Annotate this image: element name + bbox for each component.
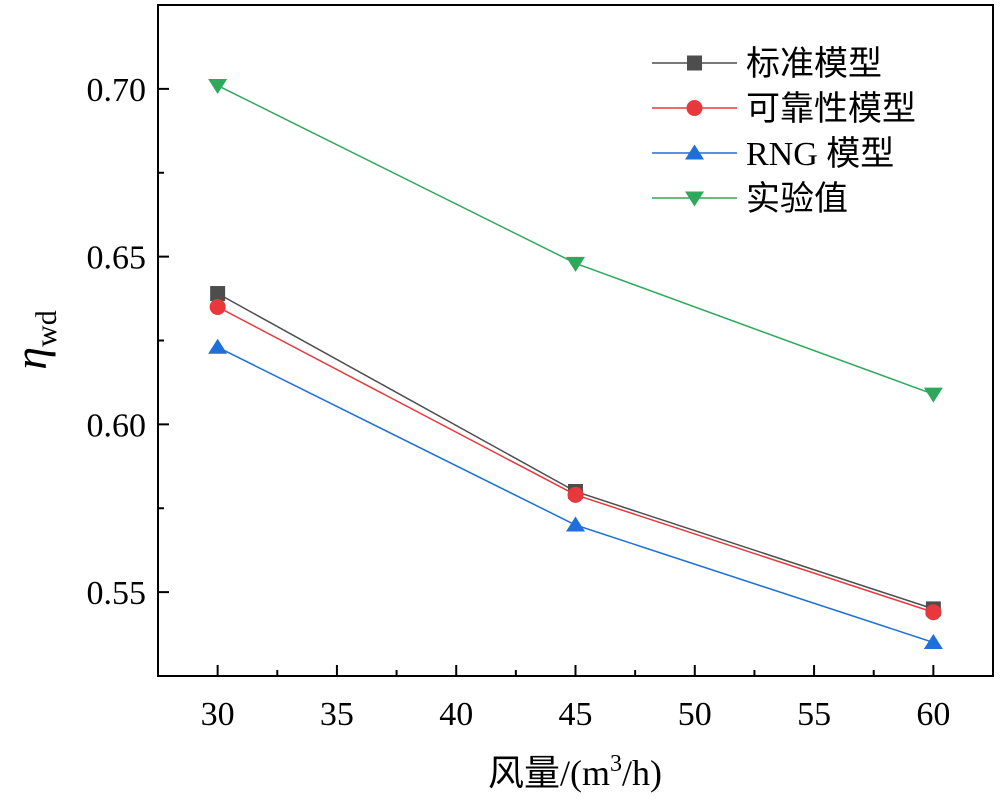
y-tick-label: 0.60 — [87, 407, 147, 444]
data-point — [567, 486, 584, 503]
legend-item: 标准模型 — [652, 45, 882, 83]
series-2 — [209, 298, 942, 621]
legend-label: 标准模型 — [746, 45, 882, 83]
x-axis-title-prefix: 风量/(m — [488, 753, 610, 793]
axes: 30 35 40 45 50 55 60 0.55 0.60 0.65 0.70 — [87, 4, 994, 733]
data-point — [210, 286, 226, 302]
y-tick-label: 0.65 — [87, 240, 147, 277]
data-point — [923, 633, 943, 649]
legend-label: RNG 模型 — [746, 135, 894, 173]
y-tick-label: 0.55 — [87, 575, 147, 612]
x-axis-title-superscript: 3 — [610, 751, 622, 777]
data-point — [209, 298, 226, 315]
legend-item: RNG 模型 — [652, 135, 894, 173]
legend-marker — [686, 100, 703, 116]
x-tick-label: 40 — [439, 696, 473, 733]
y-tick-label: 0.70 — [87, 72, 147, 109]
data-point — [208, 79, 228, 95]
y-axis-title: ηwd — [5, 310, 63, 370]
legend-label: 可靠性模型 — [746, 90, 916, 128]
y-axis-subscript: wd — [30, 310, 63, 347]
x-tick-label: 55 — [797, 696, 831, 733]
y-axis-symbol: η — [5, 347, 56, 370]
data-point — [925, 604, 942, 621]
legend-item: 可靠性模型 — [652, 90, 916, 128]
x-tick-label: 30 — [201, 696, 235, 733]
series-4 — [208, 79, 943, 403]
x-tick-label: 60 — [916, 696, 950, 733]
x-tick-label: 35 — [320, 696, 354, 733]
x-tick-label: 50 — [678, 696, 712, 733]
data-point — [566, 256, 585, 272]
series-line — [217, 84, 934, 395]
x-axis-title-suffix: /h) — [622, 753, 662, 793]
legend-label: 实验值 — [746, 180, 848, 218]
legend-item: 实验值 — [652, 180, 848, 218]
series-line — [217, 292, 934, 610]
x-axis-title: 风量/(m3/h) — [488, 751, 662, 793]
data-point — [566, 516, 585, 532]
legend-marker — [685, 144, 704, 160]
data-point — [923, 387, 943, 403]
series-group — [208, 79, 943, 649]
legend-marker — [685, 191, 704, 207]
legend-marker — [687, 55, 702, 71]
series-1 — [210, 286, 941, 617]
x-tick-label: 45 — [559, 696, 593, 733]
series-3 — [208, 338, 943, 649]
data-point — [208, 338, 228, 354]
